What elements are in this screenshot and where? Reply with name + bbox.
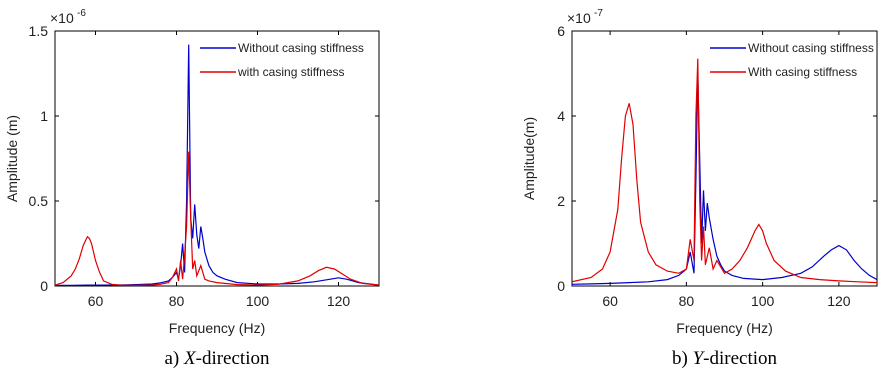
series-line-with-casing	[572, 58, 877, 284]
y-tick-label: 2	[557, 193, 565, 209]
plot-area: 60 80 100 120 0 2 4 6	[557, 23, 878, 309]
series-line-without-casing	[572, 73, 877, 285]
caption-suffix: -direction	[703, 348, 777, 369]
y-tick-label: 6	[557, 23, 565, 39]
panel-caption: a) X-direction	[165, 348, 270, 369]
panel-caption: b) Y-direction	[672, 348, 778, 369]
chart-panel-y-direction: 60 80 100 120 0 2 4 6 ×10 -7 Frequency (Hz) Amp…	[521, 8, 878, 369]
x-tick-label: 60	[602, 293, 618, 309]
y-multiplier-exponent: -6	[77, 8, 86, 19]
x-tick-label: 60	[88, 293, 104, 309]
legend-label-without-casing: Without casing stiffness	[238, 41, 364, 55]
x-tick-label: 120	[327, 293, 351, 309]
y-tick-label: 0	[557, 278, 565, 294]
axes-box	[54, 30, 380, 287]
x-tick-label: 100	[751, 293, 775, 309]
y-tick-label: 0.5	[29, 193, 49, 209]
legend-label-without-casing: Without casing stiffness	[748, 41, 874, 55]
legend-label-with-casing: With casing stiffness	[748, 65, 857, 79]
legend-label-with-casing: with casing stiffness	[237, 65, 345, 79]
y-multiplier-exponent: -7	[594, 8, 603, 19]
x-axis-label: Frequency (Hz)	[169, 320, 265, 336]
x-tick-label: 80	[679, 293, 695, 309]
caption-variable: X	[183, 348, 197, 369]
caption-variable: Y	[693, 348, 706, 369]
x-tick-label: 80	[169, 293, 185, 309]
y-multiplier-label: ×10	[567, 10, 591, 26]
plot-area: 60 80 100 120 0 0.5 1 1.5	[29, 23, 380, 309]
legend: Without casing stiffness With casing sti…	[710, 41, 874, 79]
x-tick-label: 100	[246, 293, 270, 309]
y-tick-label: 1.5	[29, 23, 49, 39]
series-line-with-casing	[55, 151, 379, 286]
y-tick-label: 0	[40, 278, 48, 294]
axes-box	[571, 30, 878, 287]
y-axis-label: Amplitude (m)	[4, 115, 20, 202]
chart-panel-x-direction: 60 80 100 120 0 0.5 1 1.5 ×10 -6 Frequency (Hz)…	[4, 8, 380, 369]
x-tick-label: 120	[827, 293, 851, 309]
caption-prefix: a)	[165, 348, 185, 369]
series-line-without-casing	[55, 44, 379, 286]
y-tick-label: 1	[40, 108, 48, 124]
y-multiplier-label: ×10	[50, 10, 74, 26]
caption-suffix: -direction	[196, 348, 270, 369]
legend: Without casing stiffness with casing sti…	[200, 41, 364, 79]
x-axis-label: Frequency (Hz)	[676, 320, 772, 336]
y-axis-label: Amplitude(m)	[521, 117, 537, 200]
caption-prefix: b)	[672, 348, 693, 369]
y-tick-label: 4	[557, 108, 565, 124]
